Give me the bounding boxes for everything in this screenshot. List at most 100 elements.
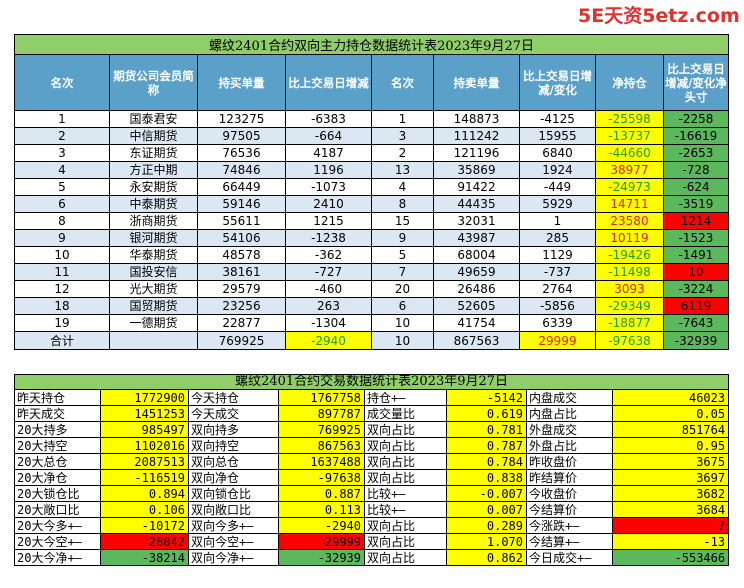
table1-cell: 11 bbox=[14, 263, 110, 281]
table1-cell: -19426 bbox=[595, 246, 664, 264]
table2-value: -97638 bbox=[278, 469, 365, 486]
watermark: 5E天资5etz.com bbox=[578, 5, 740, 27]
table1-cell: 1196 bbox=[285, 161, 372, 179]
table1-cell: 48578 bbox=[197, 246, 286, 264]
table2-value: -32939 bbox=[278, 549, 365, 566]
table1-cell: -460 bbox=[285, 280, 372, 298]
sum-cell: 10 bbox=[371, 331, 434, 350]
table1-cell: -18877 bbox=[595, 314, 664, 332]
table1-cell: -24973 bbox=[595, 178, 664, 196]
table-row: 20大净仓 -116519 双向净仓 -97638 双向占比 0.838 昨结算价 3697 bbox=[14, 469, 730, 486]
table1-cell: 中泰期货 bbox=[109, 195, 198, 213]
table1-cell: 76536 bbox=[197, 144, 286, 162]
table2-value: 28042 bbox=[100, 533, 189, 550]
table2-label: 20大今空+— bbox=[14, 533, 101, 550]
table1-cell: 国泰君安 bbox=[109, 110, 198, 128]
table2-value: 0.838 bbox=[446, 469, 527, 486]
table-row: 6 中泰期货 59146 2410 8 44435 5929 14711 -3519 bbox=[14, 195, 730, 213]
table1-cell: 6840 bbox=[519, 144, 596, 162]
table1-cell: 4 bbox=[14, 161, 110, 179]
position-table: 螺纹2401合约双向主力持仓数据统计表2023年9月27日 名次 期货公司会员简称… bbox=[13, 34, 730, 350]
table2-value: -13 bbox=[611, 533, 730, 550]
table2-value: -116519 bbox=[100, 469, 189, 486]
table1-cell: 111242 bbox=[433, 127, 520, 145]
table1-cell: 32031 bbox=[433, 212, 520, 230]
table2-value: 1772900 bbox=[100, 389, 189, 406]
table2-label: 今结算价 bbox=[526, 501, 613, 518]
table1-cell: 4 bbox=[371, 178, 434, 196]
table2-title: 螺纹2401合约交易数据统计表2023年9月27日 bbox=[13, 374, 730, 390]
table1-cell: 东证期货 bbox=[109, 144, 198, 162]
sum-cell bbox=[109, 331, 198, 350]
table2-label: 双向占比 bbox=[364, 437, 447, 454]
table2-value: 985497 bbox=[100, 421, 189, 438]
table1-cell: 18 bbox=[14, 297, 110, 315]
table2-label: 20大锁仓比 bbox=[14, 485, 101, 502]
table2-value: 1102016 bbox=[100, 437, 189, 454]
table2-value: 0.007 bbox=[446, 501, 527, 518]
table1-cell: -1238 bbox=[285, 229, 372, 247]
table1-cell: 97505 bbox=[197, 127, 286, 145]
table2-label: 今涨跌+— bbox=[526, 517, 613, 534]
table1-cell: 1214 bbox=[662, 212, 730, 230]
table2-value: 1.070 bbox=[446, 533, 527, 550]
table2-label: 内盘成交 bbox=[526, 389, 613, 406]
table2-label: 20大今净+— bbox=[14, 549, 101, 566]
table1-header: 持卖单量 bbox=[433, 54, 520, 111]
table1-cell: -44660 bbox=[595, 144, 664, 162]
table1-cell: 13 bbox=[371, 161, 434, 179]
table1-header: 期货公司会员简称 bbox=[109, 54, 198, 111]
table-row: 20大今空+— 28042 双向今空+— 29999 双向占比 1.070 今结算+— -13 bbox=[14, 533, 730, 550]
table-row: 20大持空 1102016 双向持空 867563 双向占比 0.787 外盘占比 0.95 bbox=[14, 437, 730, 454]
table2-value: 3697 bbox=[611, 469, 730, 486]
table2-label: 今天持仓 bbox=[188, 389, 279, 406]
table2-label: 双向锁仓比 bbox=[188, 485, 279, 502]
table1-cell: -6383 bbox=[285, 110, 372, 128]
table2-label: 今日成交+— bbox=[526, 549, 613, 566]
table2-label: 双向今净+— bbox=[188, 549, 279, 566]
table1-cell: 1215 bbox=[285, 212, 372, 230]
table2-label: 双向占比 bbox=[364, 421, 447, 438]
table1-cell: -362 bbox=[285, 246, 372, 264]
table1-cell: 12 bbox=[14, 280, 110, 298]
table1-cell: -737 bbox=[519, 263, 596, 281]
sum-row: 合计 769925 -2940 10 867563 29999 -97638 -32939 bbox=[14, 331, 730, 350]
table1-cell: 2410 bbox=[285, 195, 372, 213]
table2-value: 3675 bbox=[611, 453, 730, 470]
table-row: 5 永安期货 66449 -1073 4 91422 -449 -24973 -624 bbox=[14, 178, 730, 196]
table2-label: 今天成交 bbox=[188, 405, 279, 422]
table-row: 8 浙商期货 55611 1215 15 32031 1 23580 1214 bbox=[14, 212, 730, 230]
table2-value: -10172 bbox=[100, 517, 189, 534]
table-row: 20大持多 985497 双向持多 769925 双向占比 0.781 外盘成交 851764 bbox=[14, 421, 730, 438]
table2-label: 20大持多 bbox=[14, 421, 101, 438]
table2-label: 外盘占比 bbox=[526, 437, 613, 454]
table1-cell: 55611 bbox=[197, 212, 286, 230]
table1-cell: 9 bbox=[14, 229, 110, 247]
table1-cell: 35869 bbox=[433, 161, 520, 179]
table1-cell: 49659 bbox=[433, 263, 520, 281]
table2-value: 1451253 bbox=[100, 405, 189, 422]
table2-label: 外盘成交 bbox=[526, 421, 613, 438]
table1-cell: -25598 bbox=[595, 110, 664, 128]
table-row: 9 银河期货 54106 -1238 9 43987 285 10119 -1523 bbox=[14, 229, 730, 247]
table2-label: 双向占比 bbox=[364, 533, 447, 550]
table1-cell: 29579 bbox=[197, 280, 286, 298]
table2-label: 昨收盘价 bbox=[526, 453, 613, 470]
table-row: 20大锁仓比 0.894 双向锁仓比 0.887 比较+— -0.007 今收盘价 3682 bbox=[14, 485, 730, 502]
table2-value: -553466 bbox=[611, 549, 730, 566]
table1-header: 净持仓 bbox=[595, 54, 664, 111]
table1-cell: 263 bbox=[285, 297, 372, 315]
table1-cell: 123275 bbox=[197, 110, 286, 128]
table1-cell: -3224 bbox=[662, 280, 730, 298]
table1-cell: 41754 bbox=[433, 314, 520, 332]
table1-cell: -16619 bbox=[662, 127, 730, 145]
sum-cell: -2940 bbox=[285, 331, 372, 350]
table1-cell: 方正中期 bbox=[109, 161, 198, 179]
table1-cell: 6 bbox=[14, 195, 110, 213]
sum-cell: 769925 bbox=[197, 331, 286, 350]
table1-cell: -29349 bbox=[595, 297, 664, 315]
table2-value: -38214 bbox=[100, 549, 189, 566]
table2-value: 46023 bbox=[611, 389, 730, 406]
table2-value: 897787 bbox=[278, 405, 365, 422]
table2-label: 内盘占比 bbox=[526, 405, 613, 422]
